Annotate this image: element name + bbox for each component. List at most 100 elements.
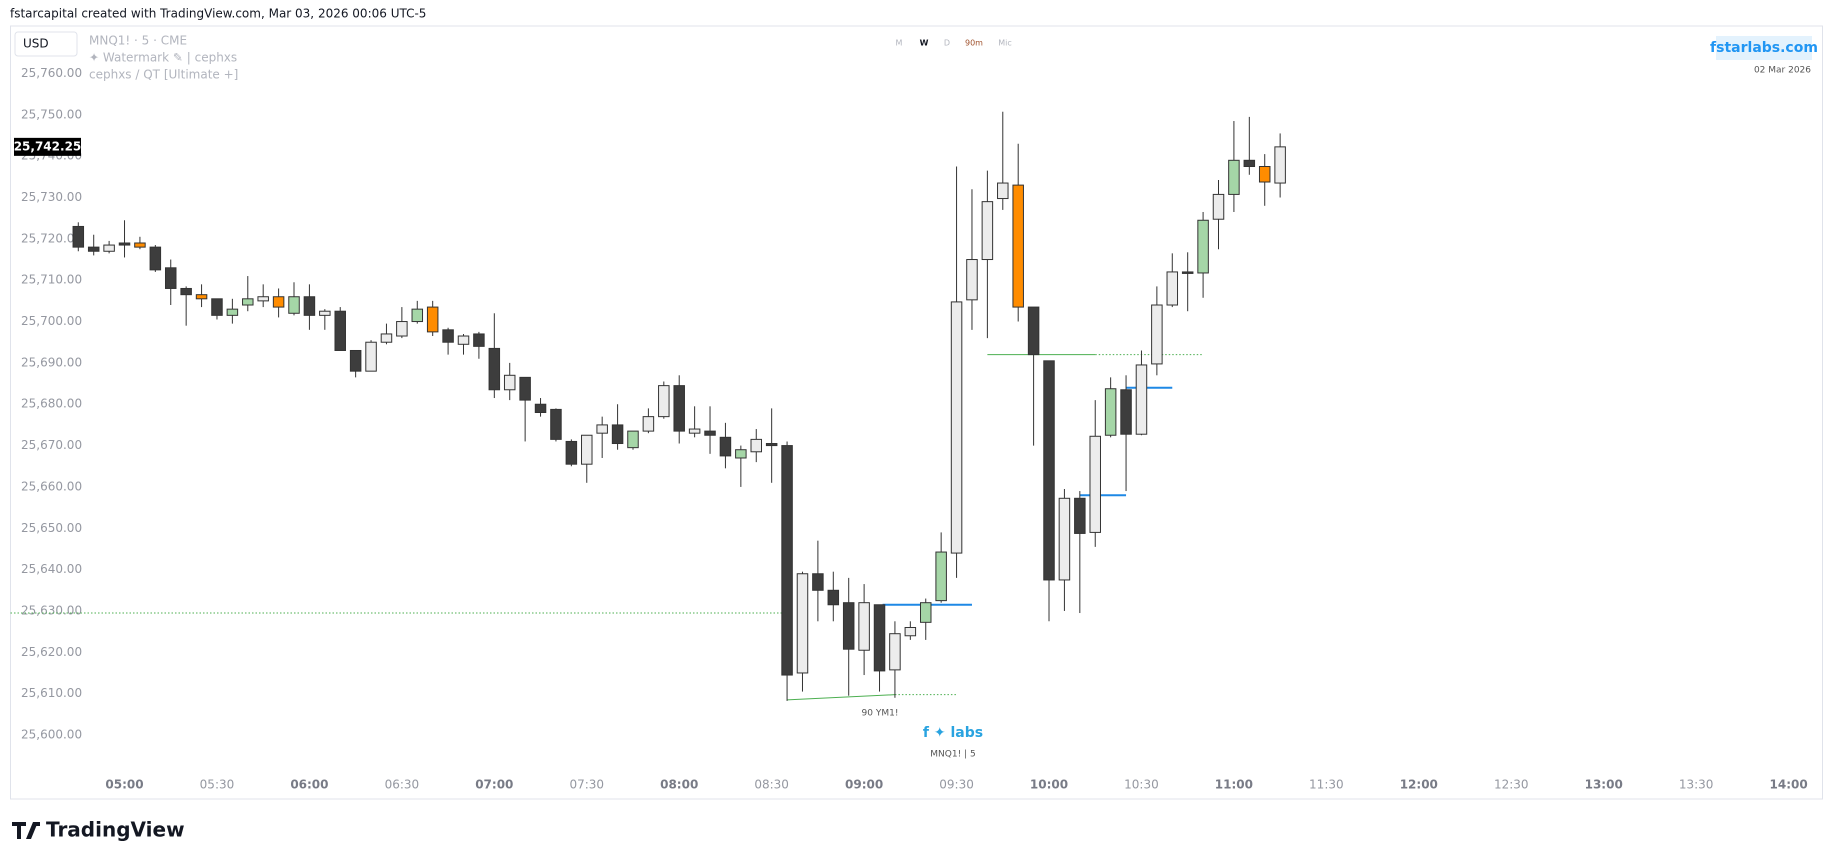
plot-frame [10, 25, 1823, 800]
symbol-line: MNQ1! · 5 · CME [89, 34, 187, 48]
indicator-line: cephxs / QT [Ultimate +] [89, 68, 238, 82]
candle-body [627, 430, 639, 449]
y-tick-label: 25,730.00 [21, 190, 82, 204]
candle-body [288, 296, 300, 314]
candle-body [365, 341, 377, 372]
candle-body [997, 182, 1009, 200]
candle-body [765, 443, 778, 447]
candle-body [565, 440, 578, 465]
candle-body [1151, 304, 1163, 365]
candle-body [1135, 364, 1148, 435]
x-tick-label: 13:30 [1679, 778, 1714, 792]
candle-body [1258, 166, 1271, 183]
last-price-label: 25,742.25 [14, 139, 82, 153]
candle-body [380, 333, 393, 343]
candle-body [488, 347, 501, 391]
x-tick-label: 13:00 [1585, 778, 1623, 792]
candle-body [103, 244, 115, 252]
candle-body [1012, 184, 1024, 308]
timeframe-button[interactable]: M [896, 39, 903, 48]
plot: 25,600.00 25,610.00 25,620.00 25,630.00 25,6… [10, 66, 1808, 792]
candle-body [226, 308, 239, 316]
candle-body [319, 310, 331, 316]
x-tick-label: 12:30 [1494, 778, 1529, 792]
x-tick-label: 06:30 [385, 778, 420, 792]
candle-body [796, 573, 809, 674]
candle-body [87, 246, 100, 252]
x-tick-label: 05:30 [200, 778, 235, 792]
x-tick-label: 10:30 [1124, 778, 1159, 792]
x-tick-label: 11:30 [1309, 778, 1344, 792]
candle-body [750, 438, 763, 453]
candle-body [1274, 146, 1286, 184]
timeframe-button[interactable]: 90m [965, 39, 983, 48]
header: fstarcapital created with TradingView.co… [10, 7, 426, 21]
candle-body [211, 298, 223, 316]
x-tick-label: 10:00 [1030, 778, 1068, 792]
candle-body [303, 296, 316, 316]
x-tick-label: 12:00 [1400, 778, 1438, 792]
candle-body [1243, 159, 1256, 168]
timeframe-button[interactable]: Mic [998, 39, 1012, 48]
candle-body [966, 259, 978, 301]
currency-box[interactable] [14, 31, 78, 57]
y-tick-label: 25,720.00 [21, 231, 82, 245]
x-tick-label: 05:00 [105, 778, 143, 792]
y-tick-label: 25,680.00 [21, 397, 82, 411]
brand: fstarlabs.com [1710, 40, 1818, 56]
y-tick-label: 25,710.00 [21, 273, 82, 287]
y-tick-label: 25,650.00 [21, 521, 82, 535]
timeframe-button[interactable]: W [920, 39, 929, 48]
x-tick-label: 09:00 [845, 778, 883, 792]
candle-body [534, 403, 547, 414]
candle-body [981, 201, 994, 261]
y-tick-label: 25,640.00 [21, 562, 82, 576]
y-tick-label: 25,610.00 [21, 686, 82, 700]
candle-body [1074, 497, 1086, 534]
candle-body [735, 449, 747, 459]
candle-body [704, 430, 716, 436]
candle-body [596, 424, 608, 434]
candle-body [673, 385, 685, 432]
candle-body [642, 416, 655, 432]
candle-body [503, 374, 516, 391]
candle-body [781, 445, 793, 676]
candle-body [1181, 271, 1194, 274]
candle-body [164, 267, 177, 289]
candle-body [426, 306, 439, 333]
currency: USD [23, 37, 49, 51]
watermark-line: ✦ Watermark ✎ | cephxs [89, 51, 237, 65]
y-tick-label: 25,660.00 [21, 479, 82, 493]
y-tick-label: 25,620.00 [21, 645, 82, 659]
candle-body [935, 551, 947, 602]
candle-body [919, 602, 932, 623]
y-tick-label: 25,760.00 [21, 66, 82, 80]
candle-body [180, 287, 192, 296]
candle-body [334, 310, 346, 351]
footer-logo: TradingView [46, 818, 185, 842]
candle-body [473, 333, 485, 347]
candle-body [950, 301, 963, 554]
timeframe-button[interactable]: D [944, 39, 950, 48]
annotation: 90 YM1! [862, 709, 899, 719]
x-tick-label: 07:00 [475, 778, 513, 792]
candle-body [118, 242, 131, 246]
candle-body [658, 385, 670, 418]
candle-body [257, 296, 269, 302]
candle-body [242, 298, 254, 306]
candle-body [396, 321, 408, 337]
x-tick-label: 11:00 [1215, 778, 1253, 792]
candle-body [1043, 360, 1055, 581]
candle-body [889, 633, 901, 671]
candle-body [442, 329, 454, 343]
candle-body [72, 225, 85, 248]
candle-body [519, 376, 531, 401]
candle-body [149, 246, 162, 271]
candle-body [1212, 193, 1225, 220]
y-tick-label: 25,750.00 [21, 107, 82, 121]
x-tick-label: 08:30 [754, 778, 789, 792]
candle-body [842, 602, 855, 650]
candle-body [1120, 389, 1132, 435]
x-tick-label: 09:30 [939, 778, 974, 792]
